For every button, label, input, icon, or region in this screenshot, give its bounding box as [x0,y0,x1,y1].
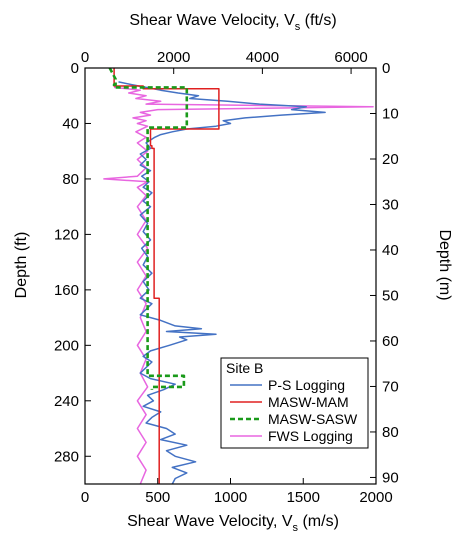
bottom-tick-label: 1000 [214,489,247,506]
bottom-axis-title: Shear Wave Velocity, Vs (m/s) [127,513,339,533]
left-tick-label: 120 [54,226,79,243]
left-tick-label: 0 [71,60,79,77]
right-tick-label: 20 [382,151,399,168]
top-tick-label: 2000 [157,49,190,66]
series-layer [103,67,374,485]
legend-title: Site B [226,360,263,376]
legend-box [220,357,369,449]
right-axis-title: Depth (m) [436,229,453,300]
series-line-masw-mam [113,68,220,484]
bottom-tick-label: 1500 [287,489,320,506]
legend-label-masw-sasw: MASW-SASW [268,411,358,427]
left-tick-label: 240 [54,393,79,410]
top-tick-label: 0 [81,49,89,66]
right-tick-label: 10 [382,105,399,122]
right-tick-label: 70 [382,378,399,395]
left-axis-title: Depth (ft) [13,232,30,299]
left-tick-label: 200 [54,337,79,354]
left-tick-label: 40 [62,115,79,132]
legend-label-p-s-logging: P-S Logging [268,377,345,393]
left-tick-label: 80 [62,171,79,188]
right-tick-label: 80 [382,424,399,441]
legend-label-masw-mam: MASW-MAM [268,394,349,410]
top-tick-label: 4000 [246,49,279,66]
bottom-tick-label: 0 [81,489,89,506]
series-line-masw-sasw [108,67,189,390]
right-tick-label: 40 [382,242,399,259]
plot-frame [84,67,377,485]
left-tick-label: 280 [54,448,79,465]
legend-label-fws-logging: FWS Logging [268,428,353,444]
left-tick-label: 160 [54,282,79,299]
right-tick-label: 90 [382,469,399,486]
bottom-tick-label: 500 [145,489,170,506]
right-tick-label: 60 [382,333,399,350]
top-tick-label: 6000 [334,49,367,66]
top-axis-title: Shear Wave Velocity, Vs (ft/s) [129,12,336,33]
bottom-tick-label: 2000 [359,489,392,506]
right-tick-label: 0 [382,60,390,77]
right-tick-label: 50 [382,287,399,304]
right-tick-label: 30 [382,196,399,213]
